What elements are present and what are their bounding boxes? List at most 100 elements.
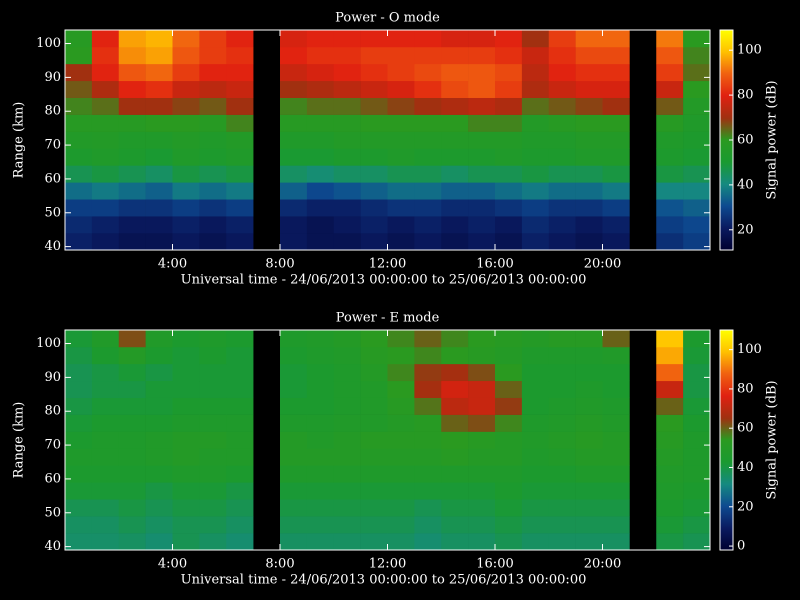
heatmap-cell [280,233,308,251]
heatmap-cell [226,165,254,183]
heatmap-cell [441,165,469,183]
heatmap-cell [333,363,361,382]
heatmap-cell [360,216,388,234]
y-tick-label: 50 [44,505,61,520]
heatmap-cell [280,499,308,517]
heatmap-cell [145,533,173,551]
heatmap-cell [683,148,711,166]
heatmap-cell [468,363,496,382]
heatmap-cell [468,30,496,48]
heatmap-cell [683,431,711,449]
heatmap-cell [172,148,200,166]
heatmap-cell [387,46,415,65]
heatmap-cell [280,448,308,466]
heatmap-cell [495,346,523,365]
heatmap-cell [333,199,361,217]
heatmap-cell [333,46,361,65]
heatmap-cell [91,233,120,251]
heatmap-cell [575,482,603,500]
heatmap-cell [199,414,227,432]
chart-title: Power - E mode [336,311,440,326]
heatmap-cell [360,397,388,415]
heatmap-cell [441,482,469,500]
heatmap-cell [65,516,93,534]
colorbar-tick-label: 0 [737,539,745,554]
heatmap-cell [548,148,576,166]
heatmap-cell [602,482,630,500]
heatmap-cell [656,397,684,415]
heatmap-cell [656,533,684,551]
heatmap-cell [65,131,93,149]
heatmap-cell [91,63,120,82]
heatmap-cell [414,199,442,217]
heatmap-cell [387,380,415,398]
heatmap-cell [226,182,254,200]
heatmap-cell [226,465,254,483]
heatmap-cell [145,46,173,65]
heatmap-cell [441,131,469,149]
heatmap-cell [172,80,200,98]
heatmap-cell [333,397,361,415]
heatmap-cell [145,482,173,500]
heatmap-cell [414,148,442,166]
heatmap-cell [656,97,684,115]
heatmap-cell [656,216,684,234]
heatmap-cell [575,363,603,382]
heatmap-cell [656,46,684,65]
heatmap-cell [118,363,146,382]
heatmap-cell [441,431,469,449]
heatmap-cell [602,46,630,65]
y-tick-label: 70 [44,438,61,453]
heatmap-cell [145,114,173,132]
heatmap-cell [602,131,630,149]
colorbar-tick-label: 100 [737,43,762,58]
heatmap-cell [575,516,603,534]
heatmap-cell [602,380,630,398]
heatmap-cell [495,330,523,348]
heatmap-cell [602,431,630,449]
heatmap-cell [65,363,93,382]
heatmap-cell [602,97,630,115]
heatmap-cell [91,516,120,534]
heatmap-cell [199,516,227,534]
heatmap-cell [495,431,523,449]
heatmap-cell [468,165,496,183]
y-axis-label: Range (km) [12,402,27,479]
heatmap-cell [199,499,227,517]
heatmap-cell [118,431,146,449]
heatmap-cell [360,482,388,500]
heatmap-cell [65,63,93,82]
heatmap-cell [575,97,603,115]
heatmap-cell [683,30,711,48]
heatmap-cell [306,131,335,149]
heatmap-cell [199,482,227,500]
heatmap-cell [199,533,227,551]
heatmap-cell [441,199,469,217]
heatmap-cell [118,330,146,348]
y-tick-label: 50 [44,205,61,220]
heatmap-cell [118,533,146,551]
heatmap-cell [118,30,146,48]
heatmap-cell [387,165,415,183]
heatmap-cell [199,182,227,200]
heatmap-cell [468,114,496,132]
heatmap-cell [306,216,335,234]
heatmap-cell [575,165,603,183]
heatmap-cell [226,30,254,48]
heatmap-cell [495,97,523,115]
heatmap-cell [548,63,576,82]
heatmap-cell [145,216,173,234]
heatmap-cell [656,165,684,183]
heatmap-cell [548,216,576,234]
heatmap-cell [575,499,603,517]
heatmap-cell [145,448,173,466]
heatmap-cell [575,182,603,200]
heatmap-cell [306,533,335,551]
heatmap-cell [683,363,711,382]
heatmap-cell [387,63,415,82]
heatmap-cell [387,97,415,115]
heatmap-cell [65,216,93,234]
heatmap-cell [145,131,173,149]
heatmap-cell [280,114,308,132]
heatmap-cell [333,30,361,48]
